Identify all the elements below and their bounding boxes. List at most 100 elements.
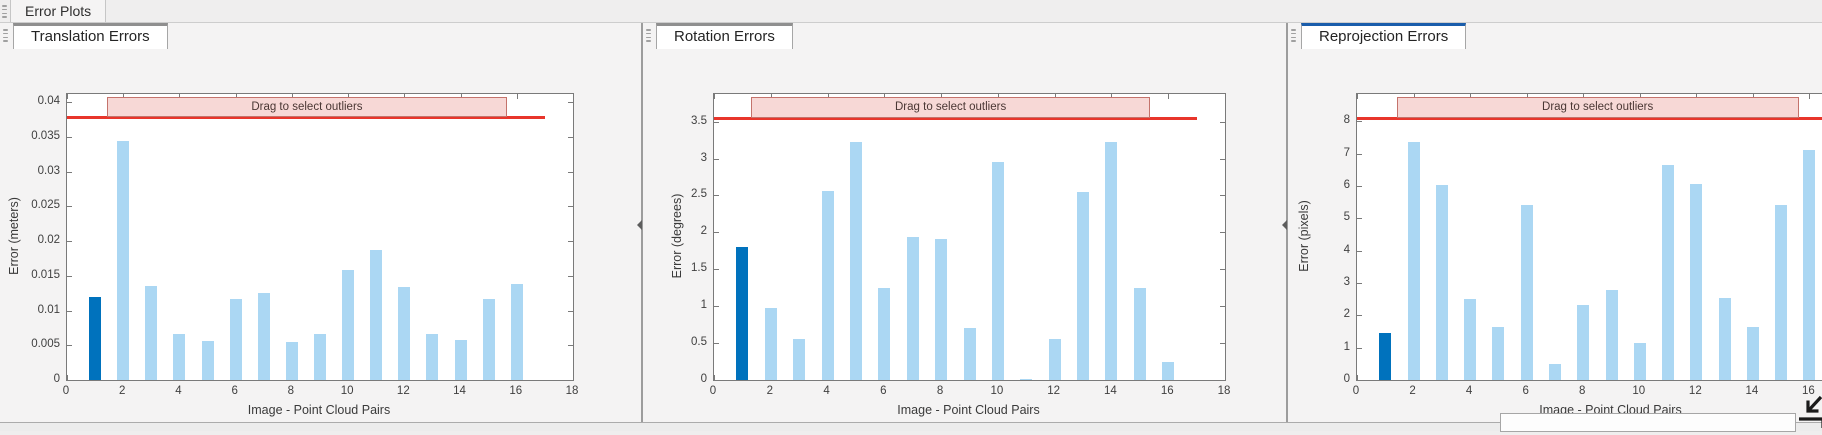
tab-reprojection-errors[interactable]: Reprojection Errors [1301, 23, 1467, 49]
bar[interactable] [793, 338, 806, 380]
axis-tick [568, 275, 573, 277]
bar[interactable] [1105, 142, 1118, 380]
axis-tick [291, 94, 293, 99]
bar[interactable] [1077, 191, 1090, 380]
band-label: Drag to select outliers [251, 100, 363, 113]
drag-select-outliers-band[interactable]: Drag to select outliers [750, 97, 1151, 118]
bar[interactable] [1605, 289, 1618, 380]
bar[interactable] [821, 191, 834, 380]
x-tick-label: 4 [1465, 385, 1473, 397]
x-tick-label: 0 [62, 385, 70, 397]
axis-tick [67, 310, 72, 312]
bar[interactable] [1020, 378, 1033, 380]
bar[interactable] [173, 334, 186, 380]
plot-area-translation-errors[interactable]: Drag to select outliers [66, 93, 574, 381]
x-tick-label: 4 [175, 385, 182, 397]
drag-grip-icon[interactable] [2, 5, 8, 18]
bar[interactable] [117, 140, 130, 380]
bar[interactable] [878, 288, 891, 380]
bar[interactable] [1464, 298, 1477, 380]
axis-tick [827, 94, 829, 99]
bar[interactable] [1492, 327, 1505, 380]
bar-selected[interactable] [89, 296, 102, 380]
top-tab-bar: Error Plots [0, 0, 1822, 23]
collapse-arrow-icon[interactable] [1282, 220, 1287, 230]
bar[interactable] [482, 299, 495, 380]
bar[interactable] [1662, 165, 1675, 380]
bar[interactable] [510, 283, 523, 380]
bar[interactable] [1435, 184, 1448, 380]
axis-tick [714, 195, 719, 197]
bar[interactable] [1048, 339, 1061, 380]
bar[interactable] [229, 299, 242, 380]
y-tick-label: 1.5 [691, 262, 707, 275]
panel-divider[interactable] [1282, 23, 1288, 422]
tab-translation-errors[interactable]: Translation Errors [13, 23, 168, 49]
bar[interactable] [935, 239, 948, 380]
axis-tick [1583, 94, 1585, 99]
bar[interactable] [906, 236, 919, 380]
bar[interactable] [314, 333, 326, 380]
threshold-line[interactable] [1357, 116, 1822, 120]
x-tick-label: 18 [1217, 385, 1231, 397]
bar[interactable] [1548, 363, 1561, 380]
threshold-line[interactable] [714, 116, 1197, 120]
axis-tick [1357, 283, 1362, 285]
x-tick-label: 6 [880, 385, 887, 397]
bar[interactable] [1577, 304, 1590, 380]
bar[interactable] [257, 292, 270, 380]
bar[interactable] [1775, 205, 1788, 380]
drag-grip-icon[interactable] [3, 29, 9, 42]
drag-select-outliers-band[interactable]: Drag to select outliers [1396, 97, 1799, 118]
bar[interactable] [398, 286, 411, 380]
bar[interactable] [454, 340, 467, 380]
plot-area-reprojection-errors[interactable]: Drag to select outliers [1356, 93, 1822, 381]
dock-arrow-icon[interactable] [1795, 394, 1822, 435]
bar[interactable] [1803, 149, 1816, 380]
collapse-arrow-icon[interactable] [637, 220, 642, 230]
bar[interactable] [285, 341, 298, 380]
axis-tick [1357, 218, 1362, 220]
bar[interactable] [1746, 327, 1759, 380]
axis-tick [67, 275, 72, 277]
bar[interactable] [342, 269, 355, 380]
bar[interactable] [145, 286, 158, 380]
axis-tick [1413, 94, 1415, 99]
bar[interactable] [426, 334, 439, 380]
bar[interactable] [1520, 205, 1533, 380]
axis-tick [348, 94, 350, 99]
tab-rotation-errors[interactable]: Rotation Errors [656, 23, 793, 49]
panel-divider[interactable] [637, 23, 643, 422]
band-label: Drag to select outliers [1542, 101, 1654, 114]
bar[interactable] [764, 308, 777, 380]
plot-area-rotation-errors[interactable]: Drag to select outliers [713, 93, 1226, 381]
x-tick-label: 12 [1688, 385, 1702, 397]
bar[interactable] [849, 142, 862, 380]
bar[interactable] [1633, 342, 1646, 380]
bar[interactable] [1162, 362, 1175, 380]
bar[interactable] [370, 249, 383, 380]
threshold-line[interactable] [67, 115, 545, 119]
x-tick-label: 8 [1579, 385, 1586, 397]
panel-reprojection-errors: Reprojection Errors Drag to select outlie… [1288, 23, 1822, 423]
axis-tick [1357, 94, 1358, 99]
x-tick-label: 8 [936, 385, 944, 397]
drag-grip-icon[interactable] [646, 29, 652, 42]
bar[interactable] [1690, 184, 1703, 380]
bar[interactable] [991, 162, 1004, 380]
bar-selected[interactable] [1379, 333, 1392, 380]
axis-tick [714, 269, 719, 271]
bar[interactable] [1133, 288, 1146, 380]
bar-selected[interactable] [736, 247, 749, 380]
drag-grip-icon[interactable] [1291, 29, 1297, 42]
y-tick-label: 0.02 [37, 234, 60, 247]
bar[interactable] [201, 341, 214, 380]
tab-error-plots[interactable]: Error Plots [10, 0, 107, 22]
bar[interactable] [1407, 142, 1420, 380]
y-tick-label: 0.015 [31, 268, 60, 281]
bar[interactable] [1718, 297, 1731, 380]
drag-select-outliers-band[interactable]: Drag to select outliers [106, 97, 507, 117]
bar[interactable] [963, 327, 976, 380]
axis-tick [1357, 347, 1362, 349]
x-tick-label: 4 [823, 385, 830, 397]
